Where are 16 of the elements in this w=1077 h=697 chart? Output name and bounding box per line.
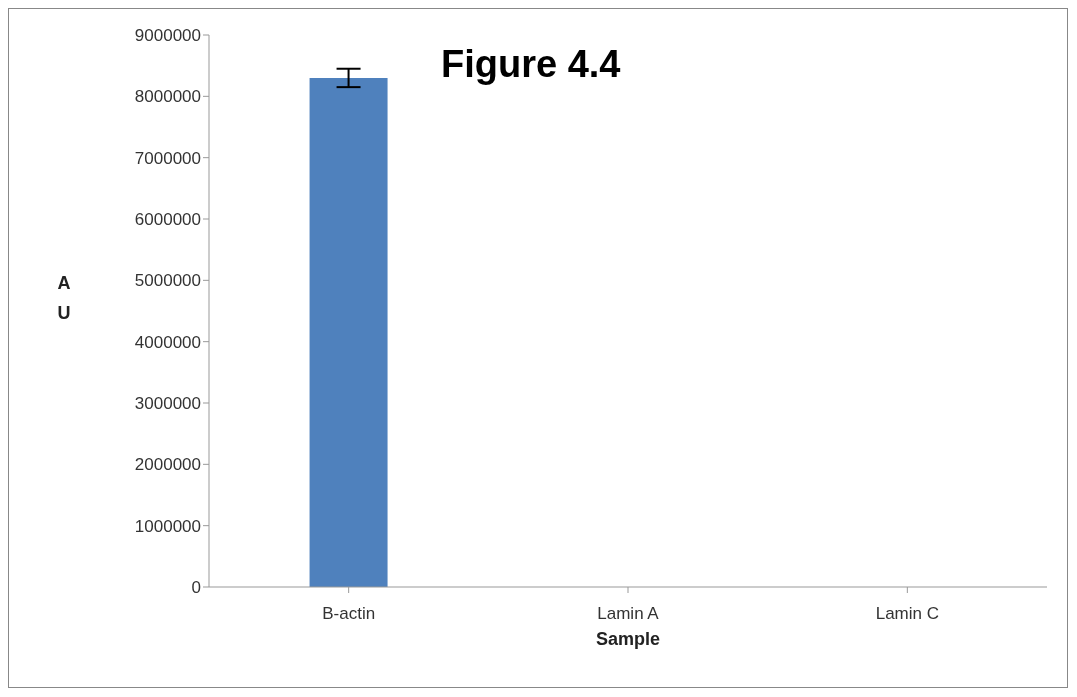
y-tick-label: 9000000 <box>134 26 201 46</box>
y-axis-title: A U <box>57 273 71 323</box>
x-tick-label: Lamin A <box>597 604 660 624</box>
y-tick-label: 7000000 <box>134 148 201 168</box>
chart-title: Figure 4.4 <box>441 43 621 86</box>
y-tick-label: 0 <box>191 578 201 598</box>
x-tick-label: Lamin C <box>875 604 939 624</box>
x-axis-title: Sample <box>595 629 661 649</box>
y-tick-label: 5000000 <box>134 271 201 291</box>
y-tick-label: 4000000 <box>134 332 201 352</box>
y-tick-label: 8000000 <box>134 87 201 107</box>
x-tick-label: B-actin <box>322 604 376 624</box>
y-tick-label: 2000000 <box>134 455 201 475</box>
y-tick-label: 3000000 <box>134 394 201 414</box>
y-tick-label: 6000000 <box>134 210 201 230</box>
y-tick-label: 1000000 <box>134 516 201 536</box>
